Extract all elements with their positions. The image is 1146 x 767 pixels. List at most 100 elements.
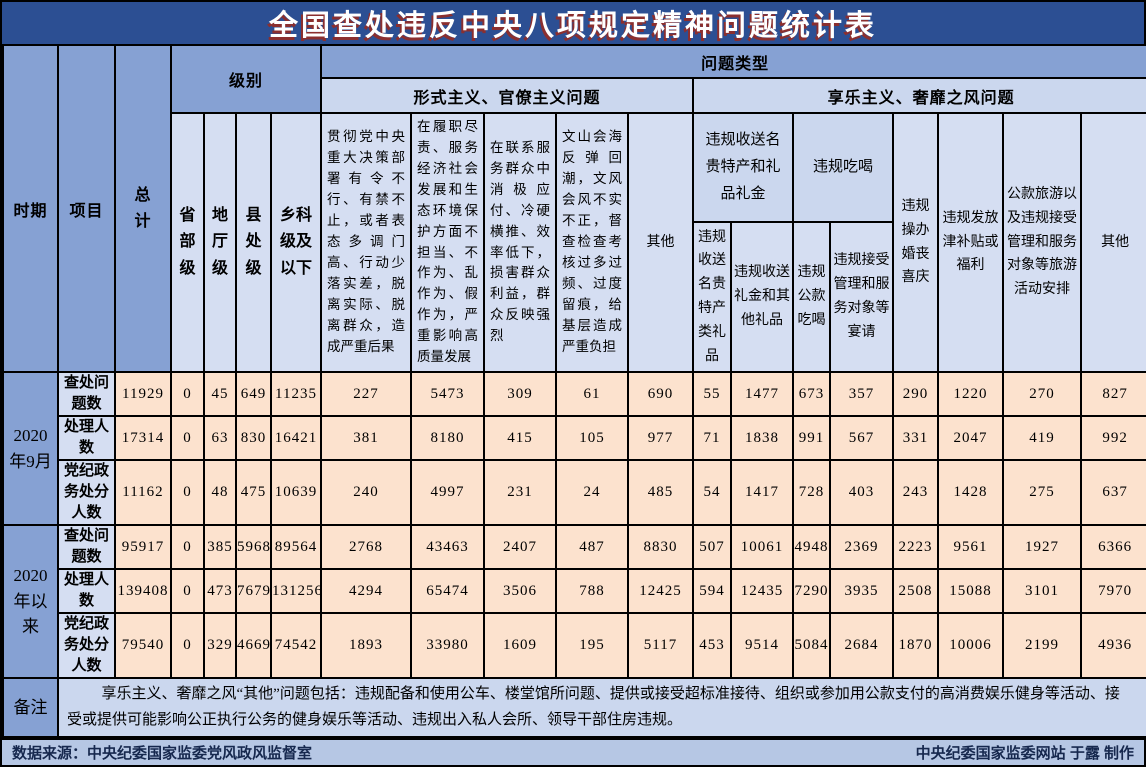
data-cell: 54 bbox=[692, 459, 733, 527]
row-label: 查处问题数 bbox=[57, 371, 116, 418]
col-header-public-dining: 违规公款吃喝 bbox=[792, 220, 832, 374]
data-cell: 453 bbox=[692, 612, 733, 680]
data-cell: 690 bbox=[627, 371, 695, 418]
data-cell: 63 bbox=[203, 415, 237, 462]
table-row: 处理人数 17314 0 63 830 16421 381 8180 415 1… bbox=[3, 415, 1146, 462]
data-cell: 1220 bbox=[937, 371, 1005, 418]
header-row-groups: 形式主义、官僚主义问题 享乐主义、奢靡之风问题 bbox=[3, 77, 1146, 114]
data-cell: 79540 bbox=[114, 612, 172, 680]
data-cell: 1417 bbox=[730, 459, 795, 527]
data-cell: 2047 bbox=[937, 415, 1005, 462]
data-cell: 3101 bbox=[1002, 568, 1083, 615]
data-cell: 243 bbox=[892, 459, 940, 527]
data-cell: 381 bbox=[320, 415, 413, 462]
data-cell: 2223 bbox=[892, 524, 940, 571]
period-label: 2020年以来 bbox=[2, 524, 59, 680]
col-header-gift-group: 违规收送名贵特产和礼品礼金 bbox=[692, 112, 795, 223]
data-cell: 45 bbox=[203, 371, 237, 418]
data-cell: 16421 bbox=[269, 415, 323, 462]
data-cell: 55 bbox=[692, 371, 733, 418]
data-cell: 43463 bbox=[410, 524, 486, 571]
data-cell: 33980 bbox=[410, 612, 486, 680]
data-cell: 195 bbox=[555, 612, 630, 680]
col-header-banquet: 违规接受管理和服务对象等宴请 bbox=[829, 220, 895, 374]
col-header-formalism-3: 在联系服务群众中消极应付、冷硬横推、效率低下，损害群众利益，群众反映强烈 bbox=[483, 111, 558, 374]
data-cell: 10061 bbox=[730, 524, 795, 571]
period-label: 2020年9月 bbox=[2, 371, 59, 527]
col-header-formalism-4: 文山会海反弹回潮，文风会风不实不正，督查检查考核过多过频、过度留痕，给基层造成严… bbox=[555, 111, 630, 374]
data-cell: 992 bbox=[1080, 415, 1146, 462]
data-cell: 11929 bbox=[114, 371, 172, 418]
data-cell: 7970 bbox=[1080, 568, 1146, 615]
col-header-level-county: 县处级 bbox=[235, 111, 272, 374]
data-cell: 15088 bbox=[937, 568, 1005, 615]
table-row: 党纪政务处分人数 79540 0 329 4669 74542 1893 339… bbox=[3, 612, 1146, 680]
data-cell: 9561 bbox=[937, 524, 1005, 571]
data-cell: 830 bbox=[235, 415, 272, 462]
data-cell: 17314 bbox=[114, 415, 172, 462]
col-header-public-travel: 公款旅游以及违规接受管理和服务对象等旅游活动安排 bbox=[1002, 111, 1083, 374]
data-cell: 240 bbox=[320, 459, 413, 527]
col-header-period: 时期 bbox=[2, 43, 59, 374]
col-header-item: 项目 bbox=[57, 43, 116, 374]
data-cell: 275 bbox=[1002, 459, 1083, 527]
header-row-leaf: 违规收送名贵特产类礼品 违规收送礼金和其他礼品 违规公款吃喝 违规接受管理和服务… bbox=[3, 220, 1146, 374]
col-header-problem-type: 问题类型 bbox=[320, 44, 1146, 79]
data-cell: 11235 bbox=[269, 371, 323, 418]
data-cell: 1428 bbox=[937, 459, 1005, 527]
data-cell: 61 bbox=[555, 371, 630, 418]
data-cell: 329 bbox=[203, 612, 237, 680]
data-cell: 7290 bbox=[792, 568, 832, 615]
data-cell: 2199 bbox=[1002, 612, 1083, 680]
data-cell: 71 bbox=[692, 415, 733, 462]
data-cell: 594 bbox=[692, 568, 733, 615]
data-cell: 4294 bbox=[320, 568, 413, 615]
col-header-gift-specialty: 违规收送名贵特产类礼品 bbox=[692, 220, 733, 374]
col-header-formalism-1: 贯彻党中央重大决策部署有令不行、有禁不止，或者表态多调门高、行动少落实差，脱离实… bbox=[320, 111, 413, 374]
data-cell: 24 bbox=[555, 459, 630, 527]
col-header-level-township: 乡科级及以下 bbox=[269, 111, 323, 374]
data-cell: 12435 bbox=[730, 568, 795, 615]
data-cell: 567 bbox=[829, 415, 895, 462]
col-header-level-group: 级别 bbox=[169, 44, 323, 114]
data-cell: 231 bbox=[483, 459, 558, 527]
data-cell: 728 bbox=[792, 459, 832, 527]
data-cell: 227 bbox=[320, 371, 413, 418]
table-row: 2020年以来 查处问题数 95917 0 385 5968 89564 276… bbox=[2, 524, 1146, 680]
data-cell: 0 bbox=[170, 415, 205, 462]
data-cell: 290 bbox=[892, 371, 940, 418]
table-row: 处理人数 139408 0 473 7679 131256 4294 65474… bbox=[3, 568, 1146, 615]
data-cell: 637 bbox=[1080, 459, 1146, 527]
row-label: 处理人数 bbox=[57, 415, 116, 462]
credit: 中央纪委国家监委网站 于露 制作 bbox=[915, 745, 1134, 763]
data-cell: 1477 bbox=[730, 371, 795, 418]
col-header-formalism-2: 在履职尽责、服务经济社会发展和生态环境保护方面不担当、不作为、乱作为、假作为，严… bbox=[410, 111, 486, 374]
data-cell: 7679 bbox=[235, 568, 272, 615]
data-cell: 788 bbox=[555, 568, 630, 615]
data-cell: 2768 bbox=[320, 524, 413, 571]
data-cell: 475 bbox=[235, 459, 272, 527]
data-cell: 487 bbox=[555, 524, 630, 571]
data-cell: 3506 bbox=[483, 568, 558, 615]
data-cell: 403 bbox=[829, 459, 895, 527]
data-cell: 270 bbox=[1002, 371, 1083, 418]
data-cell: 5117 bbox=[627, 612, 695, 680]
data-cell: 4669 bbox=[235, 612, 272, 680]
col-header-hedonism-group: 享乐主义、奢靡之风问题 bbox=[692, 77, 1146, 114]
data-cell: 385 bbox=[203, 524, 237, 571]
data-cell: 10639 bbox=[269, 459, 323, 527]
data-cell: 0 bbox=[170, 524, 205, 571]
data-cell: 9514 bbox=[730, 612, 795, 680]
data-cell: 1838 bbox=[730, 415, 795, 462]
col-header-formalism-group: 形式主义、官僚主义问题 bbox=[320, 77, 695, 114]
data-cell: 4936 bbox=[1080, 612, 1146, 680]
data-cell: 1870 bbox=[892, 612, 940, 680]
row-label: 处理人数 bbox=[57, 568, 116, 615]
data-cell: 5084 bbox=[792, 612, 832, 680]
data-cell: 0 bbox=[170, 612, 205, 680]
data-cell: 4948 bbox=[792, 524, 832, 571]
data-cell: 131256 bbox=[269, 568, 323, 615]
data-cell: 48 bbox=[203, 459, 237, 527]
data-cell: 331 bbox=[892, 415, 940, 462]
